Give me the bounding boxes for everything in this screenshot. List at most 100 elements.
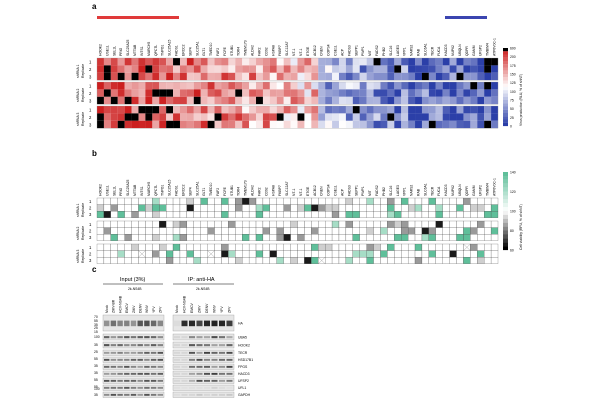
panel-a-cell [428, 82, 436, 90]
panel-a-cell [179, 106, 187, 114]
panel-b-cell [248, 250, 257, 258]
panel-b-cell [96, 197, 105, 205]
panel-b-cell [318, 250, 326, 258]
panel-a-cell [186, 96, 194, 105]
panel-b-cell [110, 220, 118, 228]
panel-c-band [104, 365, 110, 368]
panel-a-cell [117, 58, 125, 66]
panel-a-cell [235, 58, 243, 66]
panel-b-cell [200, 250, 208, 258]
panel-a-cell [442, 96, 450, 105]
panel-a-gene-label: FADS3 [347, 45, 351, 56]
panel-a-cell [117, 96, 125, 105]
panel-b-cell [359, 197, 367, 205]
panel-c-input-label: Input (3%) [120, 277, 146, 283]
panel-a-cell [345, 58, 353, 66]
panel-a-cell [338, 65, 346, 73]
panel-a-cell [435, 82, 443, 90]
panel-a-cell [311, 58, 319, 66]
panel-a-cell [110, 120, 118, 129]
panel-b-cell [242, 250, 250, 258]
panel-a-cell [242, 113, 250, 121]
panel-b-cell [262, 234, 270, 241]
panel-a-cell [228, 120, 236, 129]
panel-a-cell [117, 120, 125, 129]
panel-a-colorbar-step [503, 77, 508, 81]
panel-b-gene-label: CNEN [320, 186, 324, 196]
panel-b-cell [152, 234, 160, 241]
panel-a-cell [193, 89, 201, 97]
panel-a-cell [124, 113, 132, 121]
panel-b-cell [394, 227, 402, 235]
panel-a-cell [373, 72, 381, 81]
panel-b-cell [200, 227, 208, 235]
panel-b-cell [297, 204, 305, 212]
panel-a-gene-label: QPCTL [154, 45, 158, 56]
panel-b-cell [470, 211, 478, 218]
panel-a-colorbar-step [503, 103, 508, 107]
panel-c-band [117, 320, 123, 327]
panel-a-gene-label: PRIG [119, 47, 123, 56]
panel-a-cell [428, 65, 436, 73]
panel-a-cell [110, 113, 118, 121]
panel-a-gene-label: TMED10 [209, 43, 213, 56]
panel-a-gene-label: NT-1 [299, 49, 303, 56]
panel-b-cell [96, 220, 105, 228]
panel-b-cell [186, 243, 194, 251]
panel-b-cell [228, 257, 236, 264]
panel-a-cell [477, 120, 485, 129]
panel-a-cell [131, 113, 139, 121]
panel-a-cell [352, 58, 360, 66]
panel-c-band [144, 351, 150, 354]
panel-b-colorbar-step [503, 222, 508, 227]
panel-a-cell [276, 72, 284, 81]
panel-b-cell [345, 220, 353, 228]
panel-c-band [226, 365, 233, 368]
panel-b-cell [331, 234, 340, 241]
panel-b-cell [304, 243, 312, 251]
panel-a-cell [186, 89, 194, 97]
panel-b-cell [477, 243, 485, 251]
panel-b-cell [338, 243, 347, 251]
panel-a-cell [193, 58, 201, 66]
panel-b-cell [228, 227, 236, 235]
panel-b-gene-label: NT-1 [299, 189, 303, 196]
panel-b-cell [470, 197, 478, 205]
panel-b-cell [159, 211, 167, 218]
panel-c-band [174, 320, 180, 327]
panel-a-gene-label: ATP6V0C-1 [493, 38, 497, 56]
panel-b-gene-label: FAR2 [257, 187, 261, 196]
panel-b-cell [490, 204, 499, 212]
panel-a-gene-label: FAR2 [257, 47, 261, 56]
panel-c-band [104, 336, 110, 339]
panel-a-cell [304, 72, 312, 81]
panel-b-cell [145, 204, 153, 212]
panel-b-cell [235, 211, 243, 218]
panel-b-cell [407, 257, 416, 264]
panel-c-band [189, 358, 195, 361]
panel-a-cell [380, 58, 388, 66]
panel-a-cell [131, 82, 139, 90]
panel-c-band [137, 336, 143, 339]
panel-b-cell [255, 257, 264, 264]
panel-a-gene-label: UBQLN [458, 44, 462, 56]
panel-a-cell [338, 96, 346, 105]
panel-c-subgroup-left: 2k-NS4B [128, 287, 142, 291]
panel-a-cell [449, 65, 457, 73]
panel-b-cell [172, 243, 181, 251]
panel-c-band [181, 379, 188, 382]
panel-a-cell [491, 113, 499, 121]
panel-b-cell [96, 204, 105, 212]
panel-c-band [211, 386, 218, 389]
panel-a-cell [401, 65, 409, 73]
panel-b-cell [297, 243, 305, 251]
panel-a-gene-label: NARS2 [410, 45, 414, 56]
panel-b-cell [200, 204, 208, 212]
panel-a-rep-label: 1 [89, 108, 92, 113]
panel-a-cell [470, 113, 478, 121]
panel-b-cell [290, 250, 298, 258]
panel-b-cell [172, 234, 181, 241]
panel-a-cell [311, 89, 319, 97]
panel-b-cell [138, 234, 146, 241]
panel-b-cell [138, 211, 146, 218]
